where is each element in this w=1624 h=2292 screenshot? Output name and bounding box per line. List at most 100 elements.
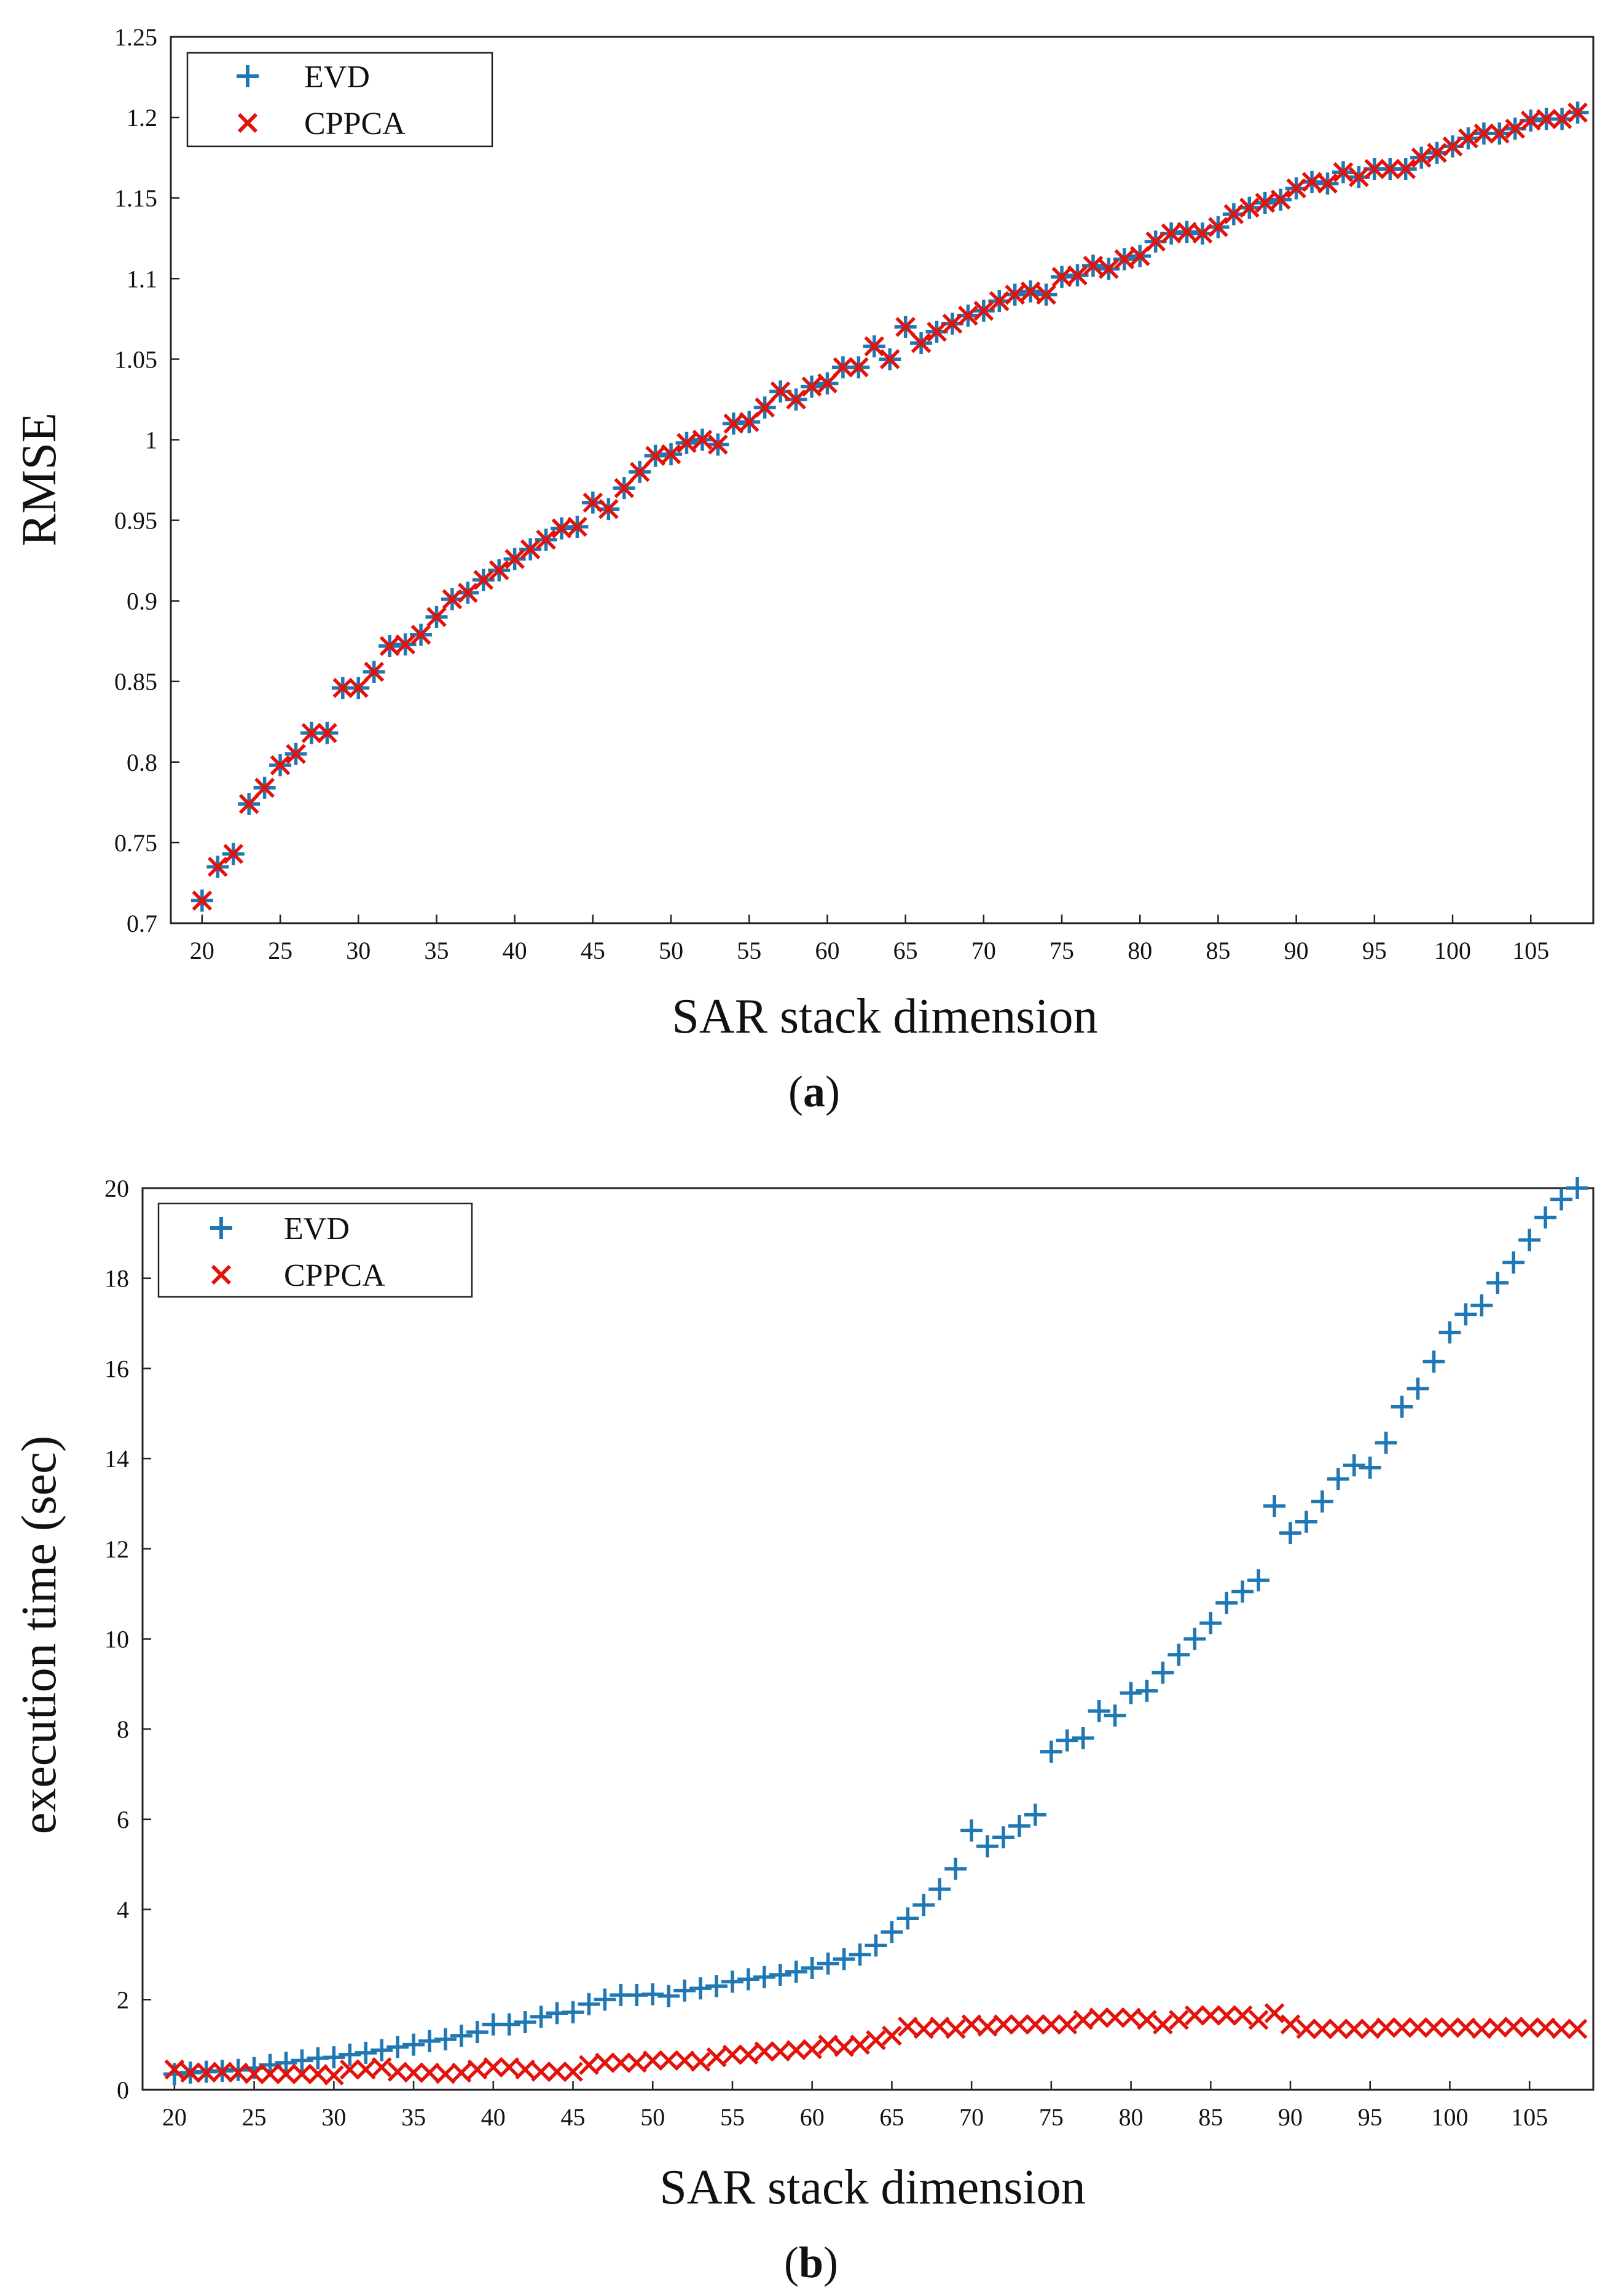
x-tick-label: 60 — [815, 937, 839, 964]
cppca-point — [661, 444, 681, 465]
cppca-point — [1392, 2017, 1413, 2038]
chart-rmse: 0.7 0.75 0.8 0.85 0.9 0.95 1 1.05 1.1 1.15 1.2 1.25… — [12, 23, 1595, 1116]
x-tick-label: 70 — [971, 937, 996, 964]
evd-point — [1343, 1454, 1365, 1477]
evd-point — [1199, 1612, 1222, 1634]
cppca-point — [467, 2059, 488, 2080]
evd-point — [594, 1988, 616, 2011]
cppca-point — [192, 890, 213, 911]
y-tick-label: 0.8 — [127, 749, 157, 776]
x-tick-label: 100 — [1434, 937, 1471, 964]
x-axis-label-time: SAR stack dimension — [659, 2160, 1085, 2215]
x-tick-label: 35 — [401, 2103, 426, 2131]
cppca-point — [536, 529, 556, 550]
evd-point — [928, 1878, 951, 1900]
cppca-point — [1145, 231, 1166, 252]
y-tick-label: 14 — [104, 1445, 129, 1473]
cppca-point — [207, 856, 228, 877]
cppca-point — [1489, 123, 1510, 144]
cppca-point — [488, 560, 509, 581]
evd-point — [992, 1826, 1015, 1849]
y-tick-label: 12 — [104, 1535, 129, 1563]
evd-point — [275, 2051, 297, 2074]
cppca-point — [614, 478, 635, 498]
x-tick-label: 55 — [737, 937, 761, 964]
cppca-point — [1395, 159, 1416, 179]
cppca-point — [355, 2059, 376, 2080]
x-axis-label-rmse: SAR stack dimension — [672, 990, 1097, 1044]
cppca-point — [977, 2016, 998, 2037]
evd-point — [450, 2024, 473, 2047]
x-tick-label: 100 — [1431, 2103, 1468, 2131]
legend-box — [157, 1202, 473, 1298]
cppca-point — [961, 2014, 982, 2034]
cppca-point — [973, 301, 994, 321]
cppca-point — [583, 492, 603, 513]
evd-point — [1502, 1251, 1525, 1274]
evd-point — [1391, 1395, 1413, 1418]
x-tick-label: 65 — [879, 2103, 904, 2131]
evd-point — [881, 1921, 903, 1943]
y-tick-label: 1.1 — [127, 265, 157, 293]
cppca-point — [403, 2062, 424, 2083]
cppca-point — [286, 744, 306, 765]
evd-point — [434, 2028, 457, 2050]
cppca-point — [1551, 2018, 1572, 2039]
cppca-point — [1270, 189, 1291, 210]
cppca-point — [1364, 159, 1385, 179]
evd-point — [1231, 1580, 1254, 1603]
evd-point — [1295, 1510, 1317, 1533]
evd-point — [1088, 1699, 1110, 1722]
cppca-point — [913, 2018, 934, 2039]
evd-point — [498, 2013, 520, 2036]
evd-point — [1534, 1206, 1557, 1229]
evd-point — [386, 2036, 409, 2058]
evd-point — [339, 2043, 361, 2066]
cppca-point — [929, 2016, 950, 2037]
evd-point — [1072, 1727, 1094, 1749]
cppca-point — [658, 2050, 679, 2071]
cppca-point — [1137, 2009, 1157, 2030]
cppca-point — [1536, 109, 1557, 130]
evd-point — [1566, 1177, 1589, 1199]
evd-point — [1167, 1644, 1190, 1666]
evd-point — [402, 2033, 425, 2056]
evd-point — [673, 1979, 696, 2002]
cppca-point — [1440, 2017, 1460, 2038]
evd-point — [1040, 1740, 1062, 1763]
evd-point — [785, 1960, 807, 1983]
cppca-point — [598, 498, 619, 519]
x-tick-label: 20 — [162, 2103, 187, 2131]
evd-point — [1518, 1229, 1541, 1251]
evd-point — [371, 2039, 393, 2062]
cppca-point — [451, 2062, 472, 2083]
cppca-point — [395, 634, 415, 655]
cppca-point — [706, 2047, 727, 2068]
cppca-point — [818, 2034, 838, 2055]
cppca-point — [911, 333, 932, 353]
evd-point — [944, 1857, 967, 1880]
cppca-point — [945, 2018, 966, 2039]
y-tick-label: 1.05 — [114, 345, 157, 373]
cppca-point — [626, 2052, 647, 2073]
x-tick-label: 75 — [1039, 2103, 1064, 2131]
cppca-point — [1458, 128, 1478, 149]
cppca-point — [993, 2014, 1014, 2034]
cppca-point — [387, 2062, 408, 2082]
caption-b: (b) — [784, 2238, 838, 2287]
x-tick-label: 60 — [800, 2103, 825, 2131]
cppca-point — [1487, 2017, 1508, 2038]
cppca-point — [677, 433, 697, 454]
cppca-point — [410, 624, 431, 645]
cppca-point — [989, 291, 1010, 312]
cppca-point — [1192, 223, 1213, 244]
evd-point — [1120, 1682, 1142, 1704]
y-tick-label: 20 — [104, 1175, 129, 1202]
caption-a: (a) — [788, 1067, 840, 1116]
evd-point — [466, 2021, 488, 2044]
cppca-point — [1255, 192, 1276, 213]
evd-point — [562, 2001, 584, 2023]
cppca-point — [1009, 2014, 1030, 2034]
evd-point — [1327, 1468, 1349, 1491]
evd-point — [721, 1970, 743, 1993]
